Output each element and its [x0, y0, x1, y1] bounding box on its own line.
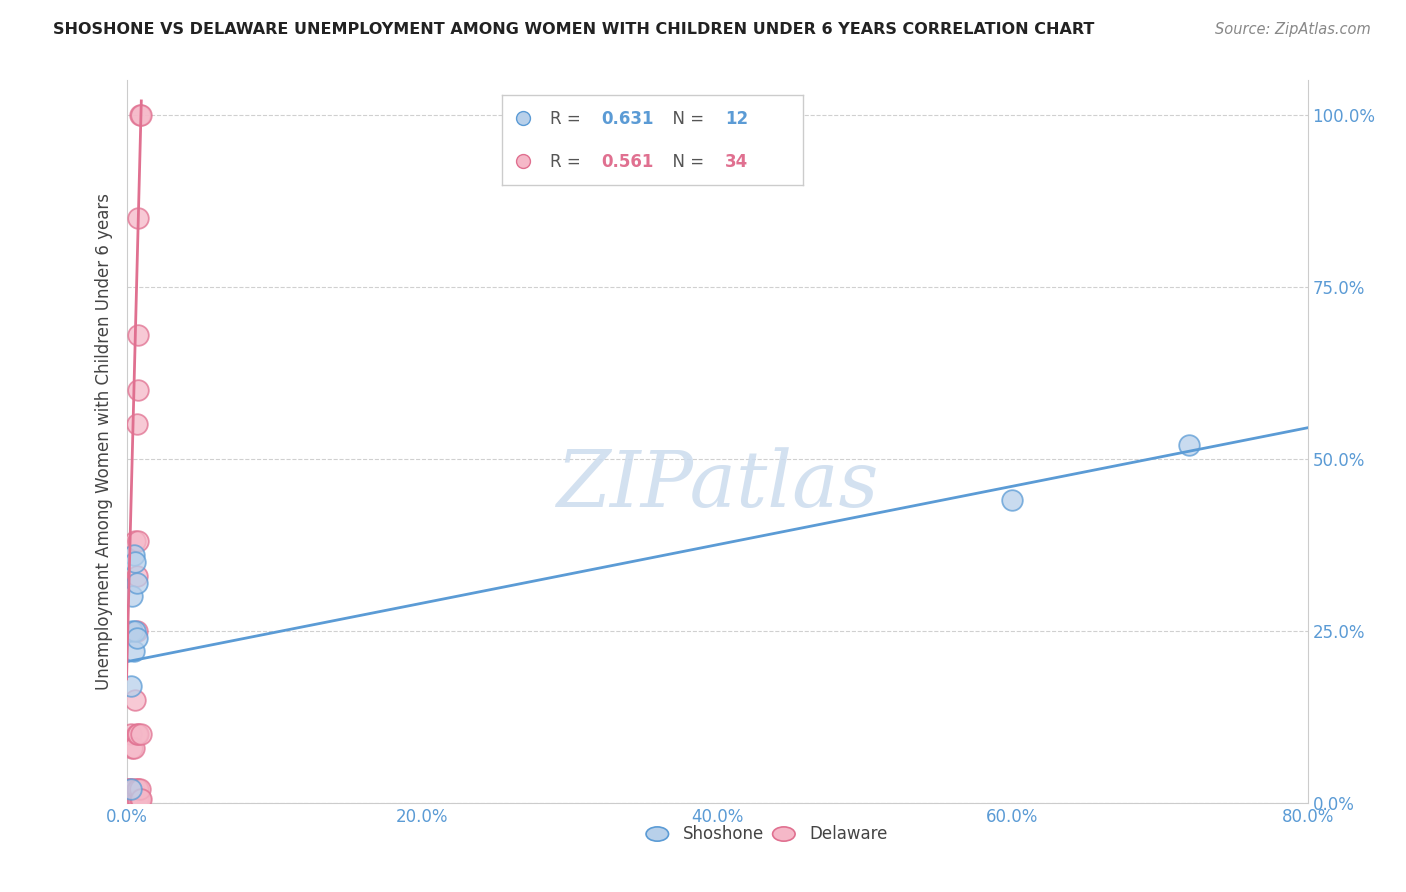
Point: [125, 624, 148, 638]
Point: [118, 782, 141, 797]
Point: [129, 108, 153, 122]
Point: [125, 727, 148, 741]
Point: [124, 624, 146, 638]
Point: [124, 692, 146, 706]
Text: Source: ZipAtlas.com: Source: ZipAtlas.com: [1215, 22, 1371, 37]
Text: SHOSHONE VS DELAWARE UNEMPLOYMENT AMONG WOMEN WITH CHILDREN UNDER 6 YEARS CORREL: SHOSHONE VS DELAWARE UNEMPLOYMENT AMONG …: [53, 22, 1095, 37]
Point: [127, 727, 149, 741]
Point: [120, 679, 142, 693]
Point: [122, 740, 145, 755]
Point: [125, 792, 148, 806]
Point: [124, 792, 146, 806]
Y-axis label: Unemployment Among Women with Children Under 6 years: Unemployment Among Women with Children U…: [94, 193, 112, 690]
Point: [121, 792, 143, 806]
Point: [1001, 493, 1024, 508]
Point: [117, 782, 139, 797]
Point: [127, 534, 149, 549]
Point: [121, 740, 143, 755]
Text: Delaware: Delaware: [810, 825, 887, 843]
Text: Shoshone: Shoshone: [683, 825, 763, 843]
Text: ZIPatlas: ZIPatlas: [555, 447, 879, 523]
Point: [1178, 438, 1201, 452]
Point: [127, 792, 149, 806]
Point: [124, 534, 146, 549]
Point: [128, 792, 150, 806]
Point: [120, 782, 142, 797]
Point: [127, 782, 149, 797]
Point: [117, 792, 139, 806]
Point: [125, 575, 148, 590]
Point: [121, 624, 143, 638]
Point: [129, 792, 153, 806]
Point: [127, 383, 149, 397]
Point: [127, 211, 149, 225]
Point: [124, 555, 146, 569]
Point: [129, 727, 153, 741]
Point: [120, 782, 142, 797]
Point: [125, 631, 148, 645]
Point: [128, 782, 150, 797]
Point: [125, 417, 148, 432]
Point: [125, 782, 148, 797]
Point: [121, 590, 143, 604]
Point: [122, 782, 145, 797]
Point: [127, 327, 149, 342]
Point: [125, 568, 148, 582]
Point: [122, 792, 145, 806]
Point: [120, 727, 142, 741]
Point: [122, 548, 145, 562]
Point: [128, 108, 150, 122]
Point: [120, 792, 142, 806]
Point: [118, 792, 141, 806]
Point: [122, 644, 145, 658]
